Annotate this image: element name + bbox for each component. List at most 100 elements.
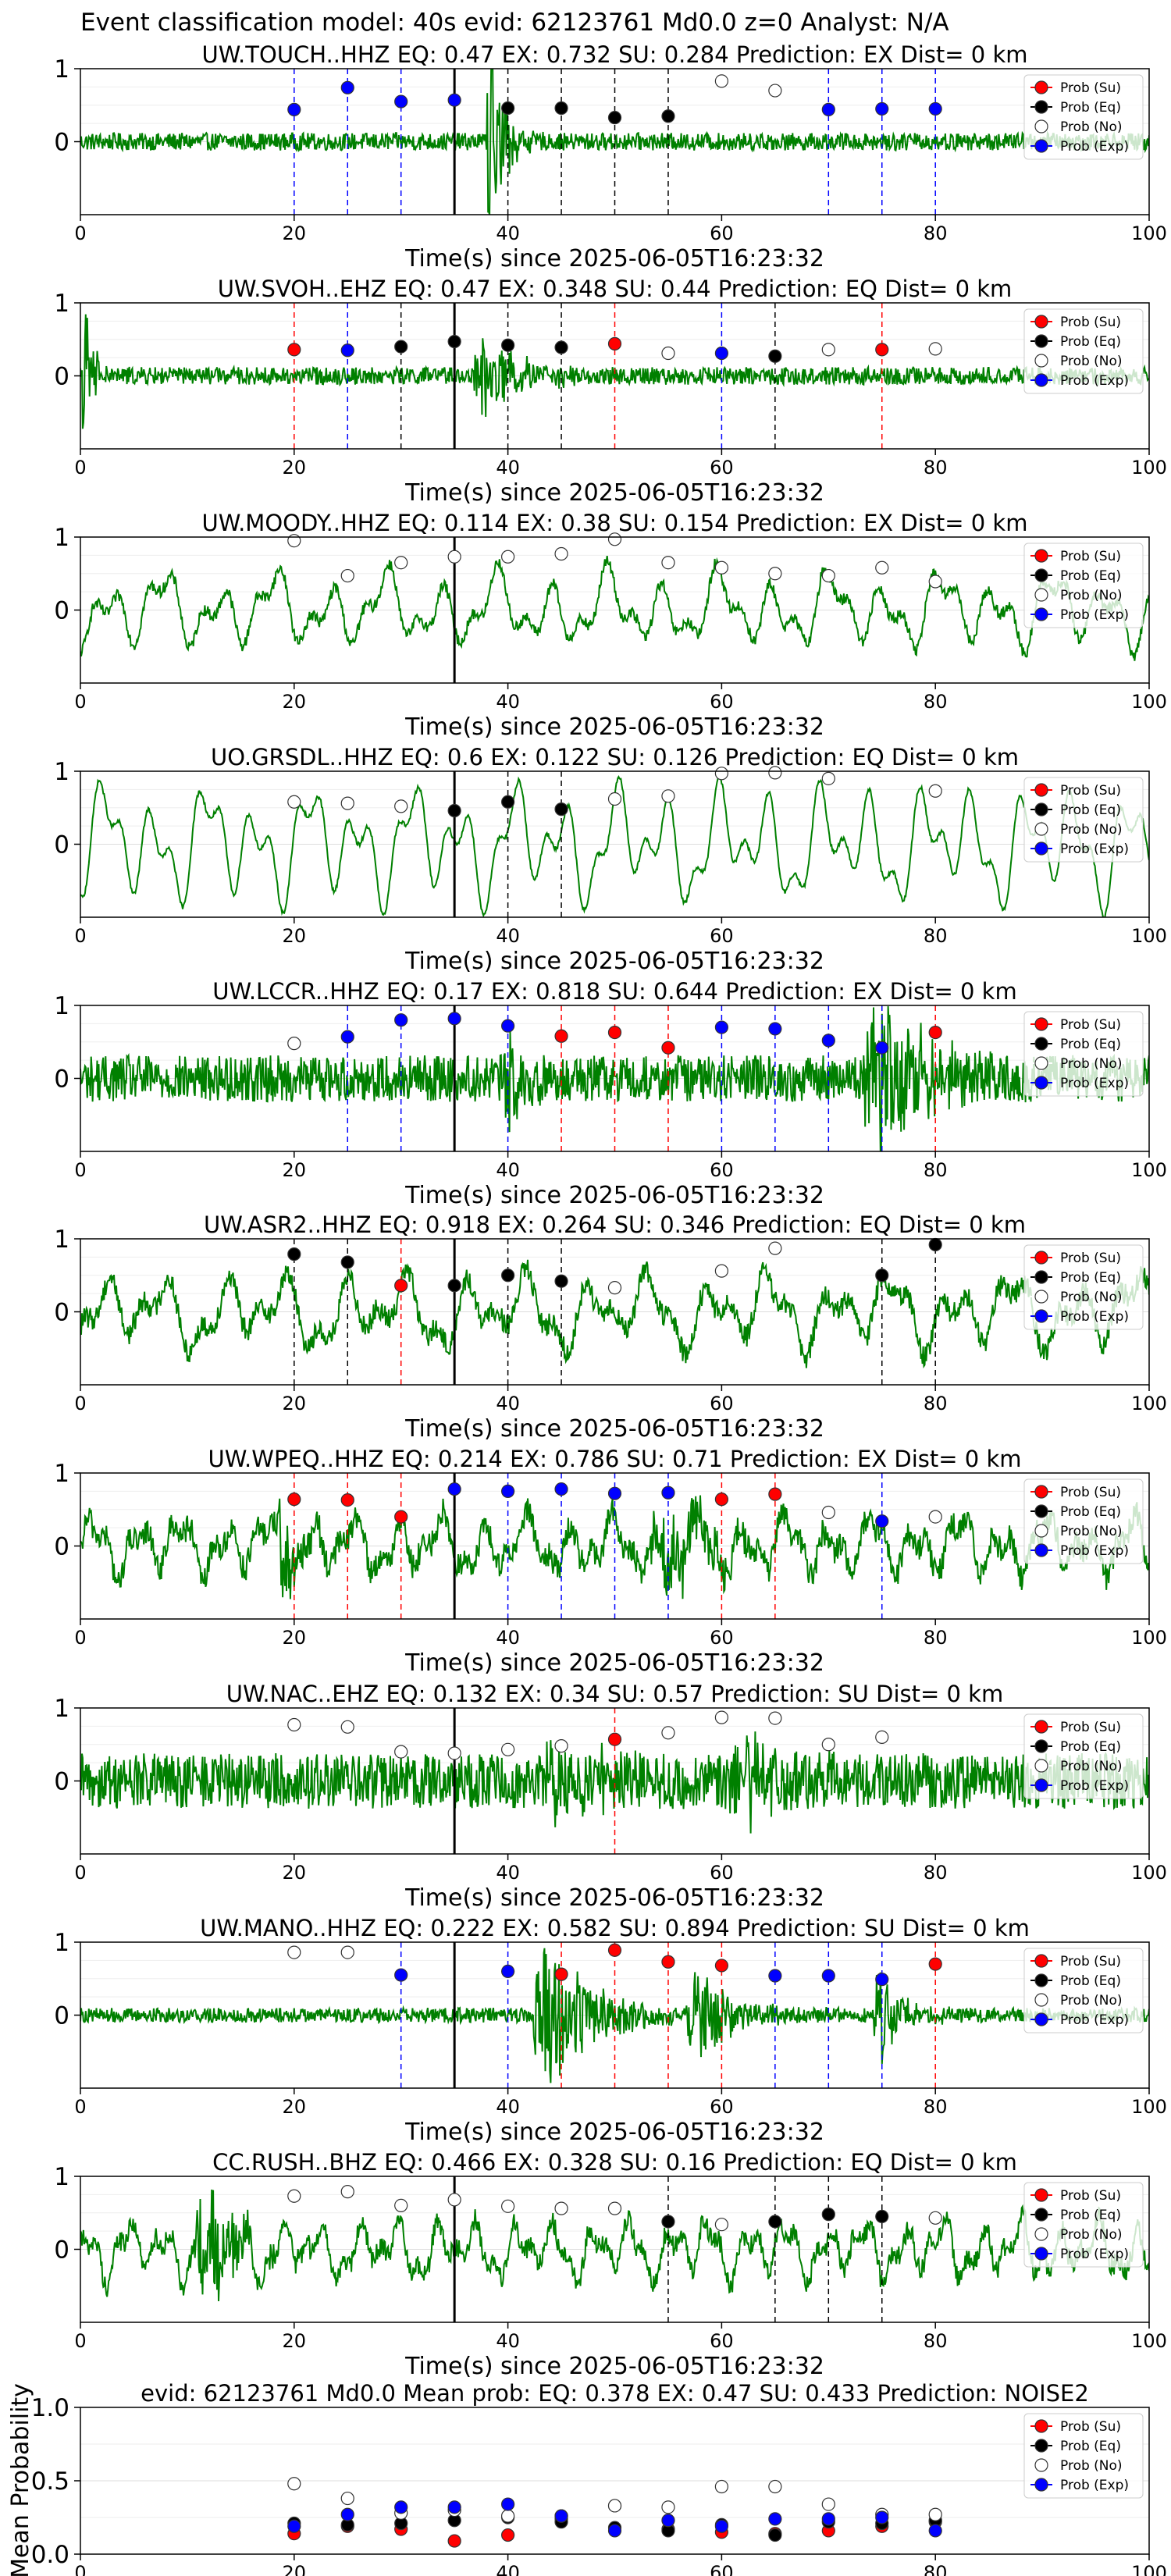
legend-marker (1034, 1504, 1048, 1518)
legend-marker (1034, 1543, 1048, 1557)
x-tick-label: 100 (1131, 1862, 1167, 1884)
panel-6: UW.ASR2..HHZ EQ: 0.918 EX: 0.264 SU: 0.3… (54, 1212, 1167, 1443)
prob-point (447, 2193, 461, 2207)
prob-point (500, 338, 515, 352)
prob-point (768, 766, 782, 780)
legend-label: Prob (Exp) (1060, 139, 1129, 155)
x-tick-label: 60 (710, 1627, 734, 1649)
waveform-trace (80, 314, 1149, 429)
legend-marker (1034, 2458, 1048, 2472)
legend: Prob (Su) Prob (Eq) Prob (No) Prob (Exp) (1023, 2413, 1144, 2499)
legend-box (1023, 1948, 1144, 2033)
y-tick-label: 0 (54, 363, 69, 391)
x-tick-label: 80 (924, 691, 948, 713)
legend-box (1023, 1011, 1144, 1097)
x-tick-label: 100 (1131, 691, 1167, 713)
x-tick-label: 80 (924, 1862, 948, 1884)
prob-point (875, 1514, 889, 1528)
panel-title: UO.GRSDL..HHZ EQ: 0.6 EX: 0.122 SU: 0.12… (211, 744, 1019, 770)
legend-label: Prob (No) (1060, 2458, 1123, 2474)
prob-point (607, 1943, 622, 1957)
x-tick-label: 20 (283, 925, 307, 947)
x-tick-label: 20 (283, 1627, 307, 1649)
x-tick-label: 80 (924, 1159, 948, 1181)
prob-point (768, 1487, 782, 1501)
mean-prob-point (287, 2519, 301, 2533)
prob-point (768, 1711, 782, 1725)
panel-9: UW.MANO..HHZ EQ: 0.222 EX: 0.582 SU: 0.8… (54, 1915, 1167, 2146)
prob-point (875, 1041, 889, 1055)
prob-point (714, 1493, 729, 1507)
mean-prob-point (447, 2500, 461, 2514)
prob-point (875, 101, 889, 116)
y-tick-label: 0 (54, 1533, 69, 1561)
mean-prob-point (768, 2528, 782, 2542)
y-tick-label: 1 (54, 524, 69, 552)
x-tick-label: 0 (74, 2096, 86, 2118)
y-tick-label: 1 (54, 1695, 69, 1723)
legend-label: Prob (Su) (1060, 1017, 1121, 1033)
prob-point (607, 1486, 622, 1500)
x-tick-label: 40 (496, 691, 520, 713)
prob-point (928, 1510, 942, 1524)
legend-label: Prob (Exp) (1060, 1076, 1129, 1091)
prob-point (394, 1510, 408, 1524)
legend-label: Prob (Exp) (1060, 607, 1129, 623)
x-tick-label: 60 (710, 2096, 734, 2118)
panel-title: UW.NAC..EHZ EQ: 0.132 EX: 0.34 SU: 0.57 … (226, 1681, 1003, 1707)
legend-box (1023, 1244, 1144, 1330)
legend-marker (1034, 1290, 1048, 1304)
prob-point (661, 2215, 675, 2229)
x-tick-label: 80 (924, 222, 948, 244)
panel-3: UW.MOODY..HHZ EQ: 0.114 EX: 0.38 SU: 0.1… (54, 510, 1167, 741)
panel-title: CC.RUSH..BHZ EQ: 0.466 EX: 0.328 SU: 0.1… (212, 2149, 1017, 2176)
x-tick-label: 60 (710, 1393, 734, 1414)
prob-point (287, 1493, 301, 1507)
x-tick-label: 20 (283, 457, 307, 479)
mean-prob-point (607, 2499, 622, 2513)
legend: Prob (Su) Prob (Eq) Prob (No) Prob (Exp) (1023, 1011, 1144, 1097)
legend-marker (1034, 1739, 1048, 1753)
mean-prob-point (500, 2528, 515, 2542)
x-tick-label: 80 (924, 2330, 948, 2352)
x-tick-label: 20 (283, 1862, 307, 1884)
x-tick-label: 20 (283, 2096, 307, 2118)
x-axis-label: Time(s) since 2025-06-05T16:23:32 (404, 1649, 824, 1677)
mean-prob-point (500, 2509, 515, 2523)
x-tick-label: 80 (924, 925, 948, 947)
prob-point (500, 795, 515, 809)
prob-point (394, 2198, 408, 2212)
legend-marker (1034, 2208, 1048, 2222)
x-tick-label: 80 (924, 2562, 948, 2576)
prob-point (394, 1279, 408, 1293)
legend-box (1023, 74, 1144, 160)
prob-point (661, 789, 675, 803)
x-tick-label: 20 (283, 222, 307, 244)
prob-point (554, 2201, 568, 2215)
x-tick-label: 40 (496, 1159, 520, 1181)
mean-prob-point (500, 2497, 515, 2511)
x-axis-label: Time(s) since 2025-06-05T16:23:32 (404, 2353, 824, 2380)
x-tick-label: 100 (1131, 2096, 1167, 2118)
legend: Prob (Su) Prob (Eq) Prob (No) Prob (Exp) (1023, 2182, 1144, 2268)
legend-label: Prob (Exp) (1060, 2012, 1129, 2028)
legend-label: Prob (Su) (1060, 1720, 1121, 1735)
x-tick-label: 100 (1131, 1627, 1167, 1649)
prob-point (928, 784, 942, 798)
x-tick-label: 60 (710, 2562, 734, 2576)
x-axis-label: Time(s) since 2025-06-05T16:23:32 (404, 479, 824, 507)
prob-point (394, 799, 408, 813)
mean-prob-point (714, 2519, 729, 2533)
x-tick-label: 100 (1131, 457, 1167, 479)
prob-point (714, 1020, 729, 1034)
prob-point (340, 1945, 354, 1959)
prob-point (875, 560, 889, 575)
prob-point (768, 84, 782, 98)
panels-container: UW.TOUCH..HHZ EQ: 0.47 EX: 0.732 SU: 0.2… (7, 41, 1167, 2576)
x-tick-label: 60 (710, 222, 734, 244)
legend-label: Prob (No) (1060, 1993, 1123, 2008)
x-tick-label: 40 (496, 222, 520, 244)
mean-prob-point (554, 2509, 568, 2523)
mean-prob-point (394, 2500, 408, 2514)
legend-marker (1034, 80, 1048, 94)
